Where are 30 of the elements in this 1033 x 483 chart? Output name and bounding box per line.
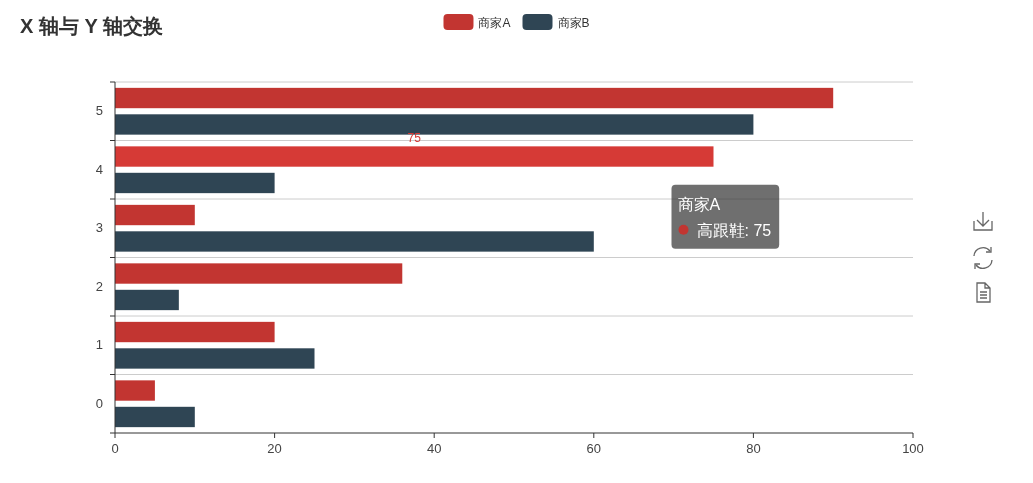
y-tick-label: 2 [95,278,103,294]
x-tick-label: 80 [746,441,761,456]
x-tick-label: 60 [586,441,602,456]
bar [115,87,834,109]
y-tick-label: 5 [95,103,103,119]
x-tick-label: 100 [902,441,924,456]
y-tick-label: 3 [95,220,103,236]
bar [115,114,754,135]
bar [115,348,315,369]
bar [115,263,403,284]
bar [115,146,714,167]
annotation: 商家A 高跟鞋: 75 [677,195,772,239]
y-tick-label: 0 [95,395,103,411]
y-tick-label: 4 [95,161,103,177]
x-tick-label: 40 [426,441,442,456]
bar [115,289,179,311]
bar [115,204,195,226]
bar [115,172,275,194]
legend-label: 商家A [478,16,511,30]
x-tick-label: 20 [267,441,282,456]
data-label: 75 [407,131,422,146]
bar [115,380,155,401]
bar [115,406,195,428]
tooltip: 商家A 高跟鞋: 75 [671,184,780,249]
bar [115,321,275,343]
y-tick-label: 1 [95,337,103,353]
bar [115,231,594,252]
chart-title: X 轴与 Y 轴交换 [20,15,163,37]
x-tick-label: 0 [111,441,119,456]
legend-label: 商家B [557,16,590,30]
